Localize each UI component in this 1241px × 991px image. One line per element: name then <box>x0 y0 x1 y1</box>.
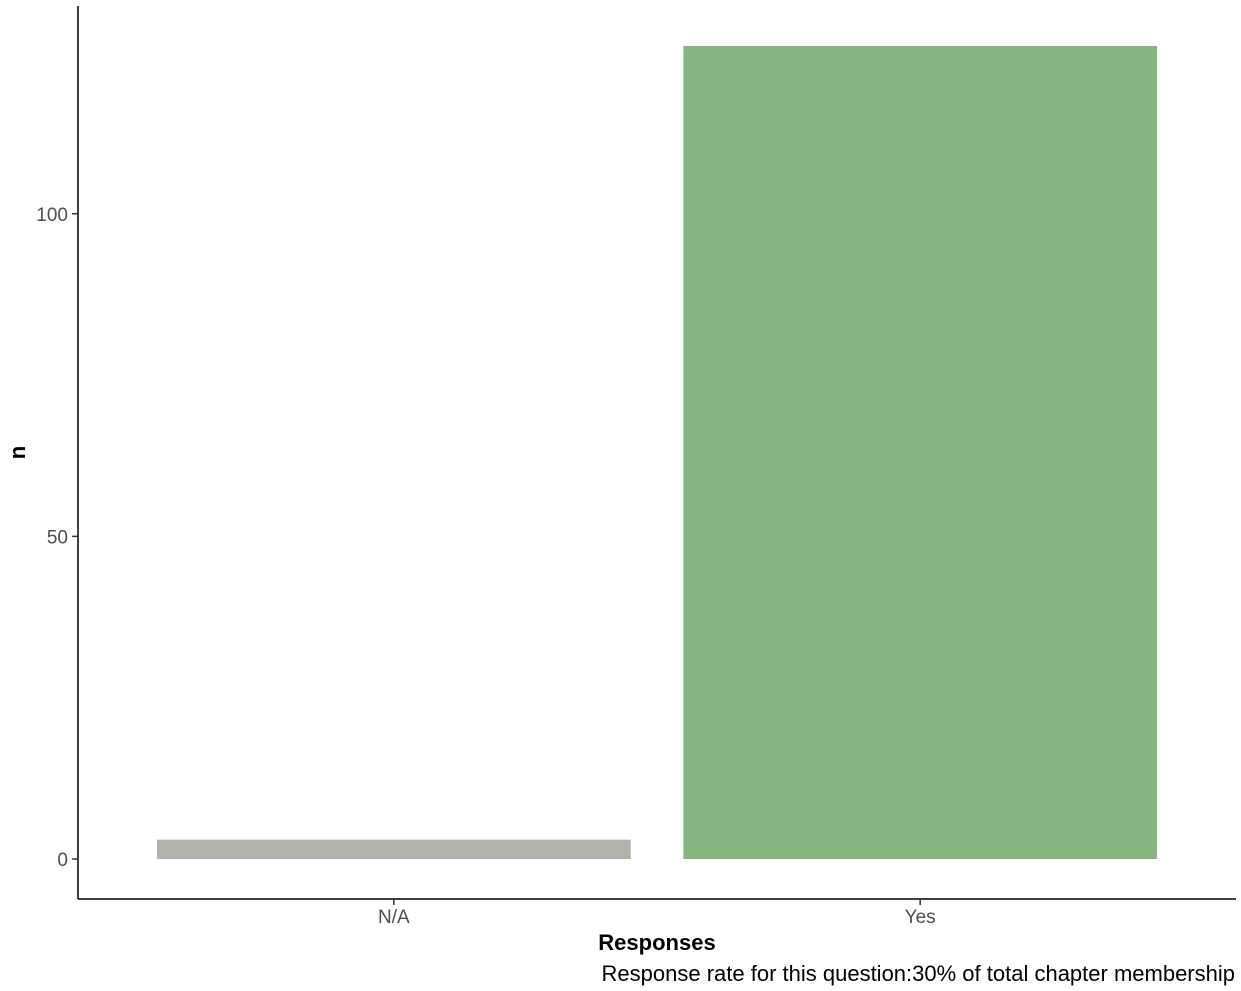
x-tick-label: Yes <box>905 907 936 928</box>
bar-yes <box>683 46 1158 859</box>
x-axis-ticks: N/A Yes <box>378 899 936 928</box>
y-axis-ticks: 0 50 100 <box>36 205 78 871</box>
x-axis-title: Responses <box>598 930 715 955</box>
bars-group <box>156 46 1158 859</box>
y-tick-label: 50 <box>47 527 68 548</box>
y-tick-label: 0 <box>57 850 68 871</box>
chart-caption: Response rate for this question:30% of t… <box>602 961 1235 986</box>
bar-n-a <box>156 839 631 859</box>
x-tick-label: N/A <box>378 907 410 928</box>
y-tick-label: 100 <box>36 205 68 226</box>
y-axis-title: n <box>5 446 30 459</box>
